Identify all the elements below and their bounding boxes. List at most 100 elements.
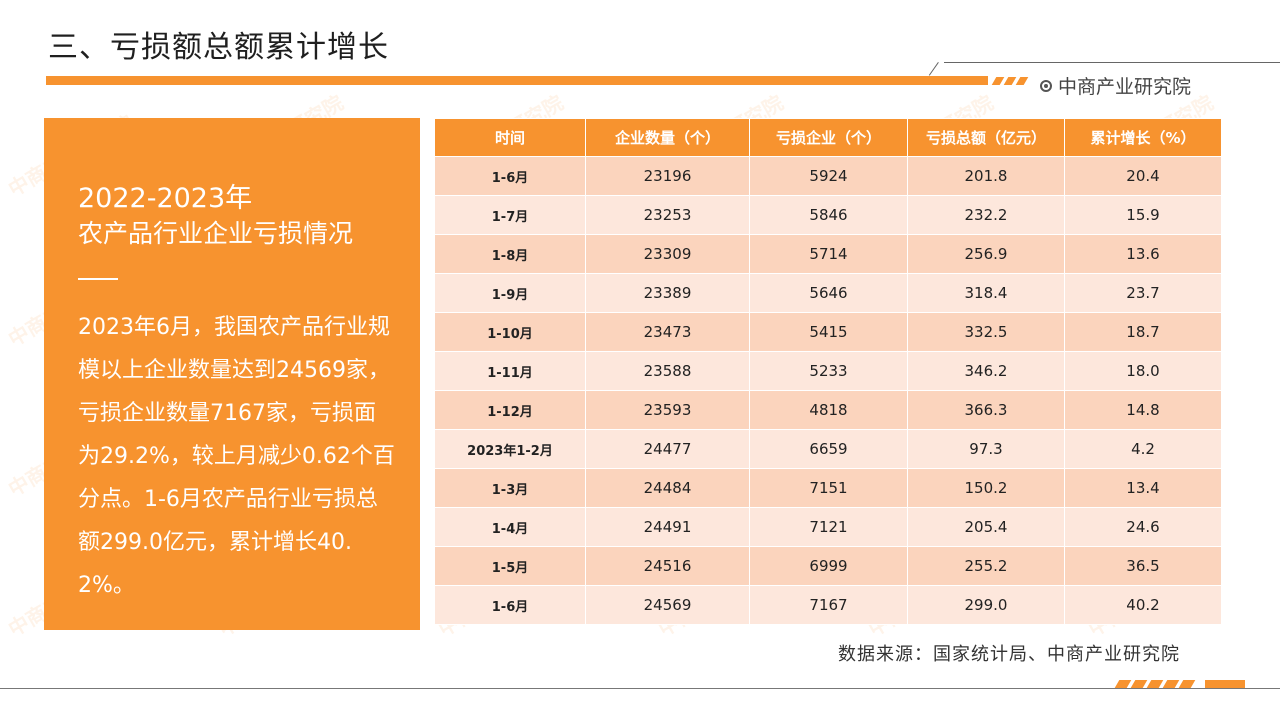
cell-enterprise-count: 23593 xyxy=(585,390,750,430)
cell-enterprise-count: 24569 xyxy=(585,585,750,625)
cell-enterprise-count: 23196 xyxy=(585,156,750,196)
cell-loss-enterprises: 6659 xyxy=(749,429,908,469)
table-row: 1-11月 23588 5233 346.2 18.0 xyxy=(434,351,1222,391)
cell-loss-enterprises: 5646 xyxy=(749,273,908,313)
cell-cumulative-growth: 13.6 xyxy=(1064,234,1222,274)
table-row: 1-5月 24516 6999 255.2 36.5 xyxy=(434,546,1222,586)
page-title: 三、亏损额总额累计增长 xyxy=(48,30,389,65)
cell-total-loss: 366.3 xyxy=(907,390,1065,430)
cell-enterprise-count: 24484 xyxy=(585,468,750,508)
header-total-loss: 亏损总额（亿元） xyxy=(907,118,1065,157)
cell-time: 1-5月 xyxy=(434,546,586,586)
title-underline-bar xyxy=(46,76,988,85)
header-divider-slant xyxy=(928,62,939,76)
cell-enterprise-count: 23473 xyxy=(585,312,750,352)
cell-time: 1-12月 xyxy=(434,390,586,430)
panel-divider xyxy=(78,278,118,280)
cell-time: 1-8月 xyxy=(434,234,586,274)
table-row: 1-6月 24569 7167 299.0 40.2 xyxy=(434,585,1222,625)
cell-enterprise-count: 24477 xyxy=(585,429,750,469)
cell-total-loss: 232.2 xyxy=(907,195,1065,235)
footer-stripe xyxy=(1130,680,1148,688)
header-time: 时间 xyxy=(434,118,586,157)
cell-cumulative-growth: 24.6 xyxy=(1064,507,1222,547)
cell-time: 1-10月 xyxy=(434,312,586,352)
cell-enterprise-count: 23253 xyxy=(585,195,750,235)
table-row: 1-8月 23309 5714 256.9 13.6 xyxy=(434,234,1222,274)
cell-loss-enterprises: 5714 xyxy=(749,234,908,274)
panel-heading-year: 2022-2023年 xyxy=(78,183,253,214)
cell-loss-enterprises: 6999 xyxy=(749,546,908,586)
footer-stripe xyxy=(1114,680,1132,688)
cell-cumulative-growth: 18.7 xyxy=(1064,312,1222,352)
cell-time: 1-11月 xyxy=(434,351,586,391)
table-row: 2023年1-2月 24477 6659 97.3 4.2 xyxy=(434,429,1222,469)
cell-total-loss: 332.5 xyxy=(907,312,1065,352)
header-cumulative-growth: 累计增长（%） xyxy=(1064,118,1222,157)
cell-total-loss: 256.9 xyxy=(907,234,1065,274)
cell-time: 2023年1-2月 xyxy=(434,429,586,469)
brand-name: 中商产业研究院 xyxy=(1058,76,1192,98)
header-divider-line xyxy=(944,62,1280,63)
cell-cumulative-growth: 18.0 xyxy=(1064,351,1222,391)
cell-total-loss: 97.3 xyxy=(907,429,1065,469)
title-bar-stripe xyxy=(1003,77,1017,85)
cell-loss-enterprises: 5415 xyxy=(749,312,908,352)
cell-enterprise-count: 23309 xyxy=(585,234,750,274)
cell-cumulative-growth: 36.5 xyxy=(1064,546,1222,586)
cell-loss-enterprises: 5233 xyxy=(749,351,908,391)
cell-total-loss: 318.4 xyxy=(907,273,1065,313)
cell-total-loss: 255.2 xyxy=(907,546,1065,586)
cell-cumulative-growth: 14.8 xyxy=(1064,390,1222,430)
footer-accent-bar xyxy=(1205,680,1245,688)
cell-total-loss: 346.2 xyxy=(907,351,1065,391)
footer-stripe xyxy=(1146,680,1164,688)
cell-total-loss: 205.4 xyxy=(907,507,1065,547)
table-row: 1-12月 23593 4818 366.3 14.8 xyxy=(434,390,1222,430)
cell-time: 1-6月 xyxy=(434,156,586,196)
cell-enterprise-count: 23588 xyxy=(585,351,750,391)
cell-loss-enterprises: 5846 xyxy=(749,195,908,235)
cell-cumulative-growth: 40.2 xyxy=(1064,585,1222,625)
cell-total-loss: 299.0 xyxy=(907,585,1065,625)
cell-total-loss: 201.8 xyxy=(907,156,1065,196)
header-loss-enterprises: 亏损企业（个） xyxy=(749,118,908,157)
cell-time: 1-6月 xyxy=(434,585,586,625)
cell-loss-enterprises: 4818 xyxy=(749,390,908,430)
table-row: 1-4月 24491 7121 205.4 24.6 xyxy=(434,507,1222,547)
cell-time: 1-4月 xyxy=(434,507,586,547)
cell-total-loss: 150.2 xyxy=(907,468,1065,508)
table-body: 1-6月 23196 5924 201.8 20.4 1-7月 23253 5846 232.2… xyxy=(434,156,1222,625)
cell-cumulative-growth: 20.4 xyxy=(1064,156,1222,196)
table-row: 1-7月 23253 5846 232.2 15.9 xyxy=(434,195,1222,235)
panel-heading-subject: 农产品行业企业亏损情况 xyxy=(78,219,354,248)
footer-line xyxy=(0,688,1280,689)
cell-loss-enterprises: 7167 xyxy=(749,585,908,625)
table-row: 1-6月 23196 5924 201.8 20.4 xyxy=(434,156,1222,196)
brand-logo: 中商产业研究院 xyxy=(1040,72,1191,99)
cell-cumulative-growth: 15.9 xyxy=(1064,195,1222,235)
cell-enterprise-count: 23389 xyxy=(585,273,750,313)
footer-stripe xyxy=(1178,680,1196,688)
cell-enterprise-count: 24491 xyxy=(585,507,750,547)
table-row: 1-9月 23389 5646 318.4 23.7 xyxy=(434,273,1222,313)
cell-loss-enterprises: 7121 xyxy=(749,507,908,547)
cell-time: 1-9月 xyxy=(434,273,586,313)
brand-circle-icon xyxy=(1040,79,1052,92)
title-bar-stripe xyxy=(991,77,1005,85)
cell-loss-enterprises: 7151 xyxy=(749,468,908,508)
loss-data-table: 时间 企业数量（个） 亏损企业（个） 亏损总额（亿元） 累计增长（%） 1-6月… xyxy=(434,118,1222,625)
cell-time: 1-3月 xyxy=(434,468,586,508)
cell-cumulative-growth: 23.7 xyxy=(1064,273,1222,313)
cell-cumulative-growth: 4.2 xyxy=(1064,429,1222,469)
cell-loss-enterprises: 5924 xyxy=(749,156,908,196)
title-bar-stripe xyxy=(1015,77,1029,85)
cell-cumulative-growth: 13.4 xyxy=(1064,468,1222,508)
cell-enterprise-count: 24516 xyxy=(585,546,750,586)
panel-body-text: 2023年6月，我国农产品行业规模以上企业数量达到24569家，亏损企业数量71… xyxy=(78,315,395,598)
summary-panel: 2022-2023年 农产品行业企业亏损情况 2023年6月，我国农产品行业规模… xyxy=(44,118,420,630)
table-row: 1-10月 23473 5415 332.5 18.7 xyxy=(434,312,1222,352)
data-source-note: 数据来源：国家统计局、中商产业研究院 xyxy=(838,644,1180,665)
table-row: 1-3月 24484 7151 150.2 13.4 xyxy=(434,468,1222,508)
cell-time: 1-7月 xyxy=(434,195,586,235)
